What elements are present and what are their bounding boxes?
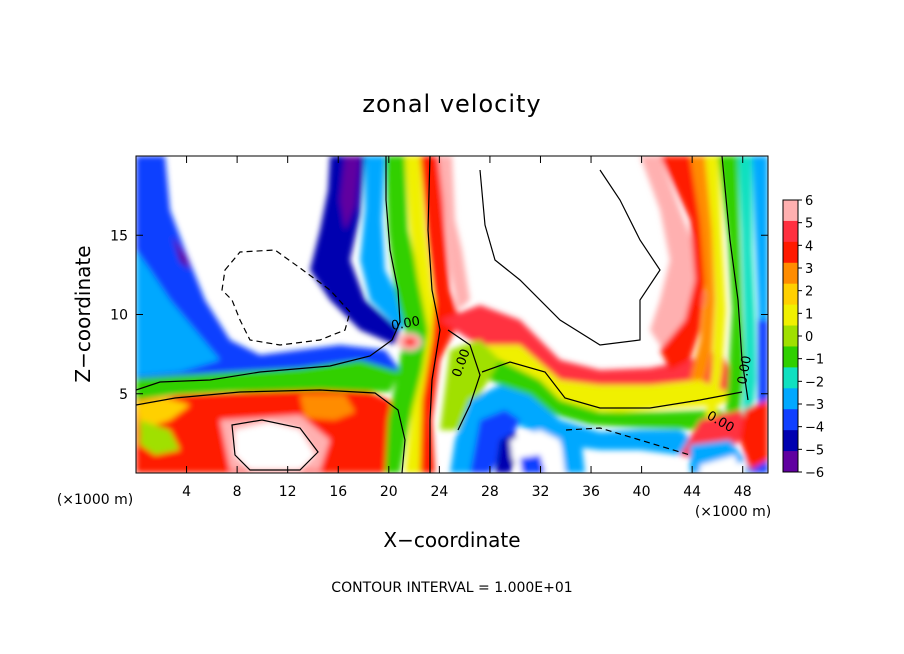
x-tick-label: 8 bbox=[233, 484, 242, 500]
colorbar-label: 3 bbox=[805, 262, 813, 277]
colorbar-swatch bbox=[783, 367, 798, 389]
colorbar-label: −5 bbox=[805, 443, 824, 458]
x-tick-label: 24 bbox=[430, 484, 448, 500]
colorbar-label: −3 bbox=[805, 398, 824, 413]
colorbar-swatch bbox=[783, 220, 798, 243]
colorbar-swatch bbox=[783, 451, 798, 473]
colorbar-label: 1 bbox=[805, 307, 813, 322]
colorbar-swatch bbox=[783, 200, 798, 222]
colorbar-label: −6 bbox=[805, 466, 824, 481]
x-tick-label: 32 bbox=[532, 484, 550, 500]
colorbar-label: −4 bbox=[805, 421, 824, 436]
colorbar-swatch bbox=[783, 262, 798, 285]
x-tick-label: 28 bbox=[481, 484, 499, 500]
contour-interval-note: CONTOUR INTERVAL = 1.000E+01 bbox=[331, 580, 572, 596]
colorbar-label: 0 bbox=[805, 330, 813, 345]
x-unit-right: (×1000 m) bbox=[695, 504, 771, 520]
x-tick-label: 20 bbox=[380, 484, 398, 500]
colorbar-swatch bbox=[783, 304, 798, 327]
colorbar-label: 6 bbox=[805, 194, 813, 209]
colorbar-label: 4 bbox=[805, 239, 813, 254]
x-tick-label: 48 bbox=[734, 484, 752, 500]
colorbar-label: −1 bbox=[805, 353, 824, 368]
chart-title: zonal velocity bbox=[362, 90, 541, 118]
colorbar-swatch bbox=[783, 283, 798, 306]
colorbar-swatch bbox=[783, 388, 798, 410]
contour-label-0: 0.00 bbox=[390, 314, 421, 334]
colorbar-swatch bbox=[783, 241, 798, 264]
x-tick-label: 12 bbox=[279, 484, 297, 500]
colorbar-label: 2 bbox=[805, 285, 813, 300]
contour-lines bbox=[136, 156, 749, 473]
x-tick-label: 16 bbox=[329, 484, 347, 500]
colorbar-swatch bbox=[783, 346, 798, 368]
colorbar-label: 5 bbox=[805, 217, 813, 232]
colorbar-label: −2 bbox=[805, 375, 824, 390]
x-tick-label: 36 bbox=[582, 484, 600, 500]
x-unit-left: (×1000 m) bbox=[57, 492, 133, 508]
x-ticks: 4 8 12 16 20 24 28 32 36 40 44 48 bbox=[182, 156, 752, 500]
y-tick-label: 15 bbox=[110, 228, 128, 244]
plot-area bbox=[136, 156, 768, 473]
y-tick-label: 10 bbox=[110, 308, 128, 324]
y-ticks: 5 10 15 bbox=[110, 228, 768, 403]
x-tick-label: 40 bbox=[633, 484, 651, 500]
colorbar-swatch bbox=[783, 430, 798, 452]
colorbar: 6 5 4 3 2 1 0 −1 −2 −3 −4 −5 −6 bbox=[782, 194, 824, 481]
colorbar-swatch bbox=[783, 409, 798, 431]
x-tick-label: 4 bbox=[182, 484, 191, 500]
x-tick-label: 44 bbox=[683, 484, 701, 500]
y-tick-label: 5 bbox=[119, 387, 128, 403]
x-axis-label: X−coordinate bbox=[383, 528, 520, 552]
velocity-field bbox=[136, 156, 768, 473]
contour-label-2: 0.00 bbox=[735, 355, 755, 386]
y-axis-label: Z−coordinate bbox=[71, 245, 95, 382]
colorbar-swatch bbox=[783, 325, 798, 347]
